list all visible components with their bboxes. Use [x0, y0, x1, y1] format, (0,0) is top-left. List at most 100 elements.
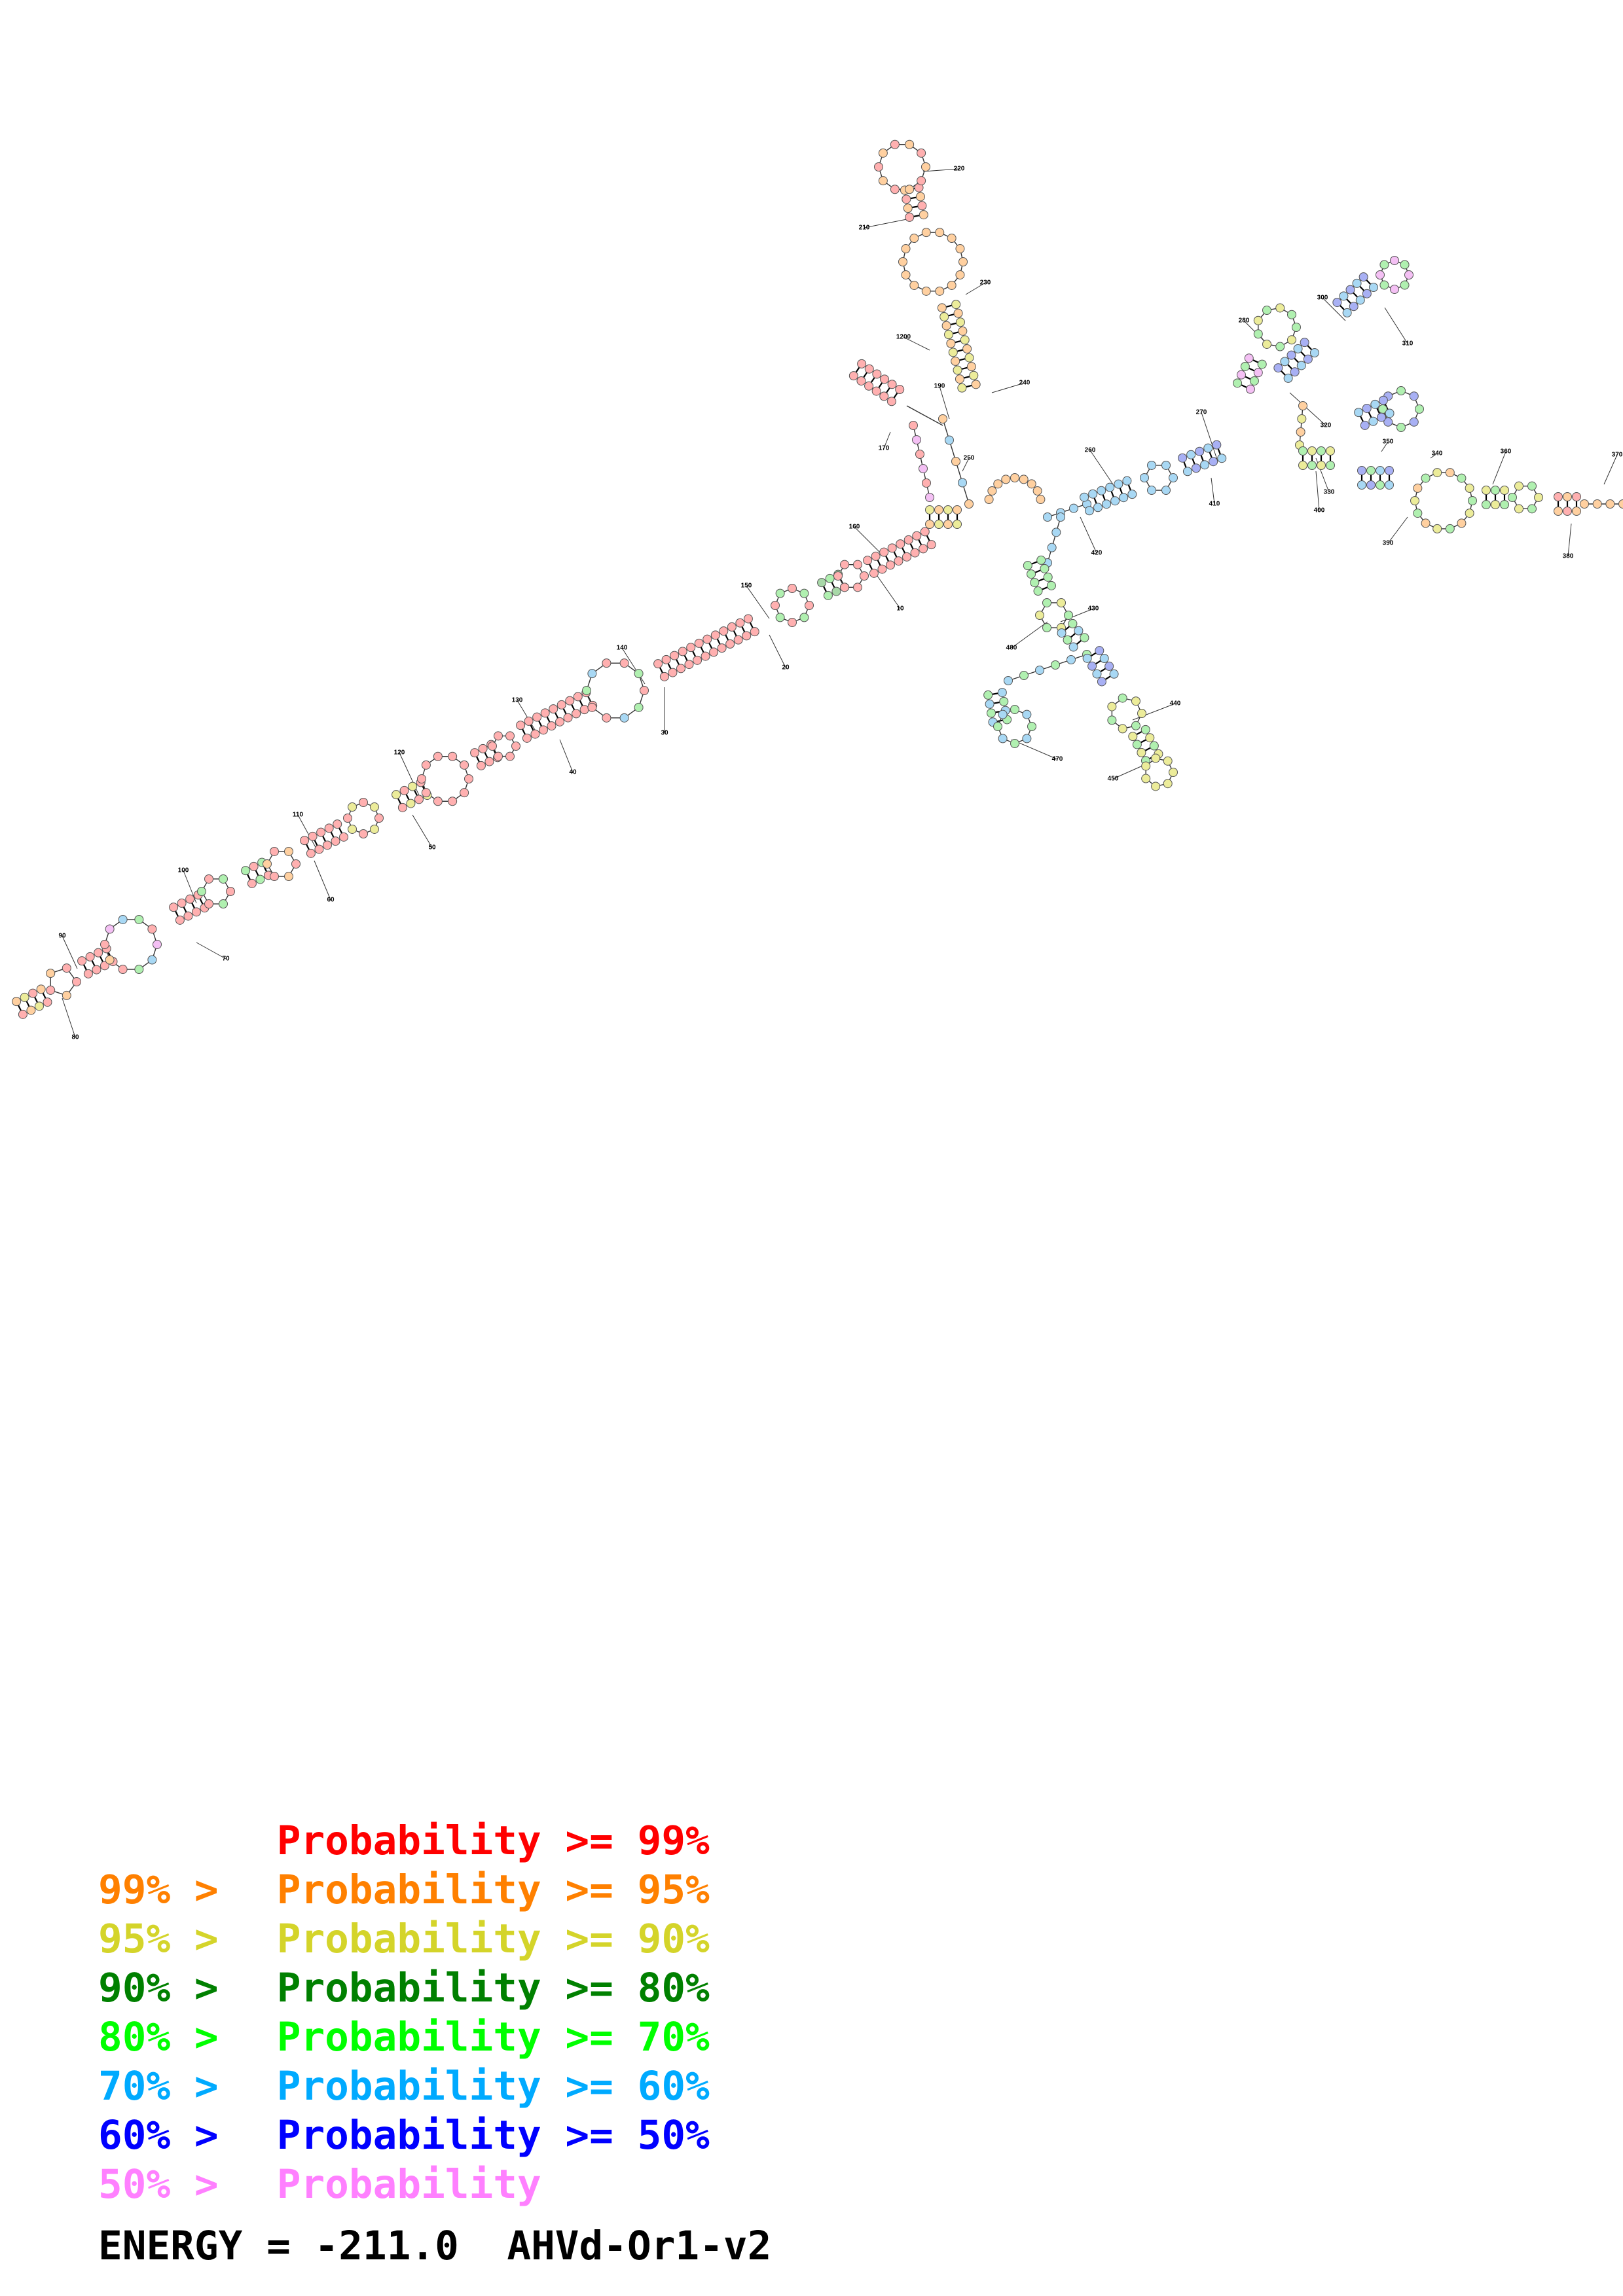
nucleotide [177, 898, 187, 908]
nucleotide [100, 961, 109, 971]
nucleotide [1283, 373, 1293, 383]
nucleotide [1491, 500, 1500, 509]
nucleotide [983, 690, 993, 700]
nucleotide [686, 643, 696, 653]
nucleotide [1023, 561, 1032, 571]
nucleotide [735, 618, 745, 628]
nucleotide [619, 658, 629, 668]
position-label: 110 [293, 812, 304, 819]
position-label: 420 [1091, 550, 1103, 557]
nucleotide [1069, 503, 1078, 513]
nucleotide [464, 774, 473, 783]
nucleotide [853, 560, 862, 569]
nucleotide [902, 552, 912, 562]
nucleotide [799, 613, 809, 622]
backbone-segment [1567, 523, 1572, 557]
legend-row-7: 50% > Probability [98, 2160, 710, 2209]
nucleotide [1370, 399, 1380, 409]
nucleotide [476, 761, 486, 770]
nucleotide [118, 914, 128, 924]
nucleotide [894, 556, 903, 566]
nucleotide [1097, 486, 1106, 495]
nucleotide [1379, 280, 1389, 290]
nucleotide [1262, 339, 1271, 349]
nucleotide [1572, 492, 1581, 501]
legend-row-4: 80% > Probability >= 70% [98, 2013, 710, 2062]
nucleotide [204, 874, 213, 884]
nucleotide [348, 802, 357, 812]
nucleotide [1309, 348, 1319, 358]
nucleotide [417, 774, 426, 783]
nucleotide [896, 539, 905, 549]
nucleotide [948, 348, 958, 357]
backbone-segment [1060, 608, 1094, 622]
nucleotide [953, 505, 962, 514]
nucleotide [944, 330, 954, 340]
nucleotide [912, 531, 922, 541]
nucleotide [709, 647, 719, 657]
nucleotide [1307, 461, 1317, 470]
nucleotide [1404, 270, 1413, 279]
backbone-segment [412, 814, 433, 848]
nucleotide [28, 988, 38, 998]
nucleotide [1147, 486, 1156, 495]
nucleotide [555, 717, 565, 726]
nucleotide [18, 1009, 27, 1019]
nucleotide [871, 386, 881, 396]
nucleotide [1046, 581, 1056, 590]
backbone-segment [962, 457, 970, 472]
nucleotide [922, 478, 931, 488]
nucleotide [1151, 753, 1161, 763]
nucleotide [878, 176, 888, 186]
energy-line: ENERGY = -211.0 AHVd-Or1-v2 [98, 2223, 771, 2269]
backbone-segment [1384, 307, 1408, 344]
nucleotide [1137, 747, 1146, 757]
position-label: 390 [1383, 540, 1394, 547]
position-label: 330 [1324, 489, 1335, 496]
nucleotide [1432, 468, 1442, 478]
nucleotide [505, 731, 515, 741]
nucleotide [1067, 655, 1076, 664]
nucleotide [879, 391, 889, 401]
position-label: 350 [1383, 439, 1394, 446]
nucleotide [175, 915, 185, 925]
nucleotide [833, 571, 843, 581]
nucleotide [263, 859, 272, 869]
position-label: 220 [954, 166, 965, 173]
position-label: 100 [178, 867, 189, 874]
nucleotide [1110, 496, 1120, 506]
nucleotide [1004, 676, 1013, 685]
nucleotide [421, 788, 431, 798]
nucleotide [249, 861, 259, 871]
nucleotide [869, 568, 879, 578]
nucleotide [857, 359, 867, 368]
nucleotide [823, 590, 833, 600]
nucleotide [955, 244, 965, 254]
nucleotide [43, 997, 52, 1007]
position-label: 400 [1314, 507, 1325, 514]
nucleotide [1244, 353, 1254, 363]
nucleotide [871, 551, 881, 561]
nucleotide [1286, 335, 1296, 345]
nucleotide [955, 374, 964, 384]
nucleotide [1527, 504, 1537, 514]
nucleotide [905, 185, 915, 194]
nucleotide [966, 362, 976, 372]
nucleotide [306, 848, 316, 858]
nucleotide [1376, 480, 1385, 490]
nucleotide [1300, 338, 1309, 348]
nucleotide [953, 365, 962, 375]
nucleotide [421, 760, 431, 770]
position-label: 240 [1019, 380, 1030, 387]
nucleotide [879, 374, 889, 384]
backbone-segment [877, 575, 901, 609]
nucleotide [392, 790, 401, 800]
nucleotide [1102, 499, 1112, 509]
position-label: 60 [327, 897, 335, 904]
nucleotide [853, 583, 862, 592]
nucleotide [284, 846, 293, 856]
nucleotide [934, 505, 943, 514]
nucleotide [494, 751, 503, 761]
nucleotide [369, 802, 379, 812]
nucleotide [241, 866, 251, 876]
